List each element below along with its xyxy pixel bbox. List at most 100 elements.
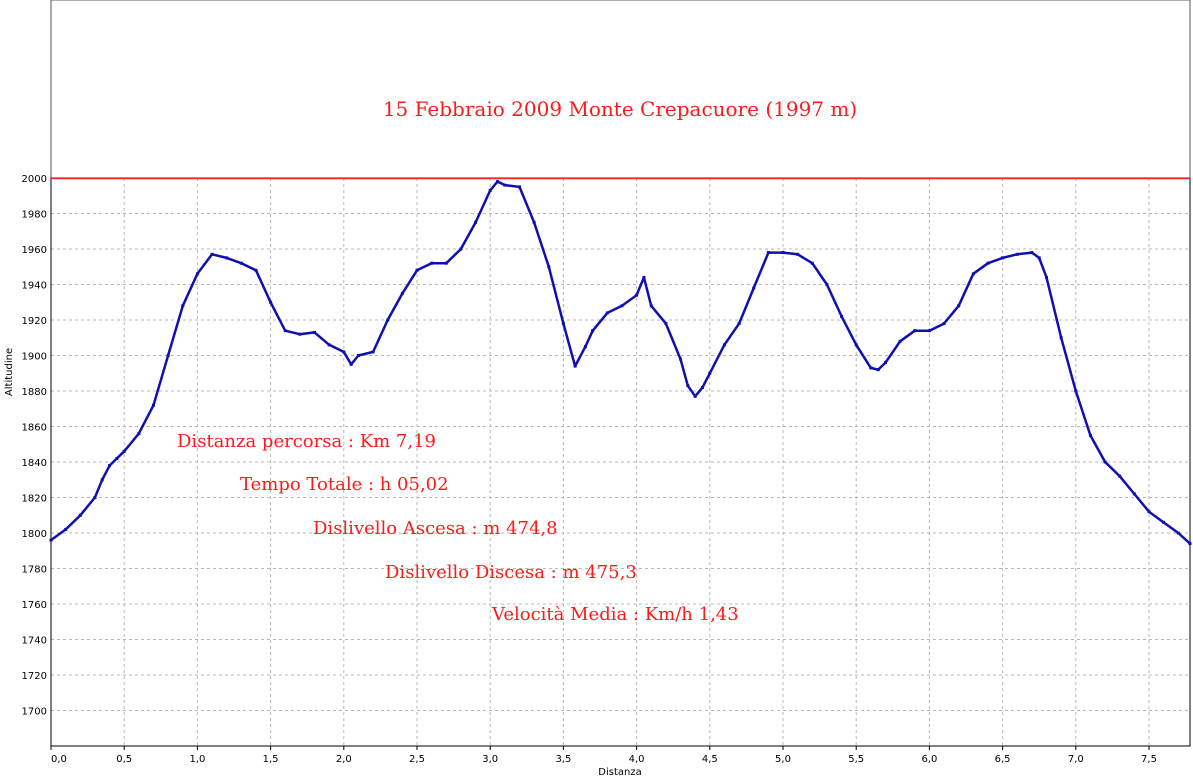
altitude-point	[1037, 256, 1041, 260]
annotation-ascent: Dislivello Ascesa : m 474,8	[313, 518, 558, 539]
altitude-point	[591, 329, 595, 333]
altitude-point	[195, 272, 199, 276]
annotation-descent: Dislivello Discesa : m 475,3	[385, 562, 637, 583]
y-tick-label: 1720	[22, 671, 47, 682]
altitude-point	[1015, 252, 1019, 256]
y-tick-label: 1840	[22, 458, 47, 469]
altitude-point	[1074, 389, 1078, 393]
altitude-point	[825, 283, 829, 286]
y-tick-label: 1800	[22, 529, 47, 540]
altitude-point	[942, 322, 946, 326]
x-tick-label: 5,5	[848, 754, 864, 765]
altitude-point	[898, 339, 902, 343]
altitude-point	[781, 251, 785, 255]
altitude-point	[722, 343, 726, 347]
altitude-point	[664, 322, 668, 326]
annotation-avg-speed: Velocità Media : Km/h 1,43	[491, 604, 739, 625]
x-tick-label: 4,5	[702, 754, 718, 765]
x-tick-label: 2,0	[336, 754, 352, 765]
x-axis-title: Distanza	[598, 767, 641, 778]
altitude-point	[115, 456, 119, 460]
altitude-point	[620, 304, 624, 308]
grid	[50, 177, 1190, 750]
altitude-point	[605, 311, 609, 315]
altitude-point	[971, 272, 975, 276]
altitude-point	[700, 385, 704, 389]
altitude-point	[496, 180, 500, 184]
altitude-point	[642, 275, 646, 279]
altitude-point	[957, 304, 961, 308]
altitude-point	[766, 251, 770, 255]
x-tick-label: 5,0	[775, 754, 791, 765]
y-tick-label: 1900	[22, 352, 47, 363]
x-tick-label: 6,5	[995, 754, 1011, 765]
altitude-point	[137, 432, 141, 436]
altitude-point	[400, 291, 404, 295]
annotation-total-time: Tempo Totale : h 05,02	[240, 474, 449, 495]
altitude-point	[708, 371, 712, 375]
altitude-point	[517, 185, 521, 189]
altitude-point	[1188, 542, 1192, 546]
altitude-point	[532, 220, 536, 224]
y-tick-label: 1920	[22, 316, 47, 327]
altitude-point	[1176, 531, 1180, 535]
y-tick-label: 1980	[22, 210, 47, 221]
y-tick-label: 1960	[22, 245, 47, 256]
altitude-point	[810, 261, 814, 265]
altitude-point	[269, 300, 273, 304]
altitude-point	[430, 261, 434, 265]
x-tick-label: 0,5	[116, 754, 132, 765]
altitude-point	[474, 220, 478, 224]
altitude-point	[210, 252, 214, 256]
altitude-point	[679, 357, 683, 361]
y-tick-label: 1860	[22, 423, 47, 434]
altitude-point	[283, 329, 287, 333]
altitude-point	[869, 366, 873, 370]
altitude-point	[1088, 433, 1092, 437]
altitude-point	[561, 322, 565, 326]
altitude-point	[93, 496, 97, 499]
altitude-point	[573, 364, 577, 368]
altitude-point	[635, 293, 639, 297]
altitude-point	[913, 329, 917, 333]
x-tick-label: 3,5	[555, 754, 571, 765]
y-tick-label: 1820	[22, 494, 47, 505]
altitude-point	[100, 478, 104, 482]
altitude-point	[876, 368, 880, 372]
altitude-point	[854, 343, 858, 347]
altitude-point	[225, 256, 229, 260]
x-tick-label: 7,0	[1068, 754, 1084, 765]
altitude-point	[927, 329, 931, 333]
altitude-point	[64, 527, 68, 531]
altitude-point	[1132, 492, 1136, 496]
altitude-point	[444, 261, 448, 265]
altitude-point	[49, 538, 53, 542]
y-tick-label: 1780	[22, 565, 47, 576]
altitude-point	[503, 183, 507, 187]
altitude-point	[386, 318, 390, 322]
altitude-point	[1118, 474, 1122, 478]
altitude-point	[349, 362, 353, 366]
altitude-point	[1030, 251, 1034, 255]
x-tick-label: 2,5	[409, 754, 425, 765]
x-tick-labels: 0,0 0,5 1,0 1,5 2,0 2,5 3,0 3,5 4,0 4,5 5,0 5,5 6,0 6…	[51, 754, 1157, 765]
altitude-point	[693, 394, 697, 398]
altitude-point	[583, 345, 587, 349]
altitude-point	[181, 304, 185, 308]
y-tick-label: 1740	[22, 636, 47, 647]
altitude-point	[78, 513, 82, 517]
altitude-point	[1001, 256, 1005, 260]
x-tick-label: 4,0	[629, 754, 645, 765]
altitude-point	[986, 261, 990, 265]
altitude-point	[883, 361, 887, 365]
y-tick-label: 1940	[22, 281, 47, 292]
series-layer	[49, 180, 1192, 546]
altitude-point	[356, 354, 360, 357]
altitude-point	[122, 449, 126, 453]
altitude-point	[239, 261, 243, 265]
altitude-point	[254, 268, 258, 272]
title-panel	[50, 0, 1191, 179]
altitude-point	[371, 350, 375, 354]
altitude-point	[796, 252, 800, 256]
